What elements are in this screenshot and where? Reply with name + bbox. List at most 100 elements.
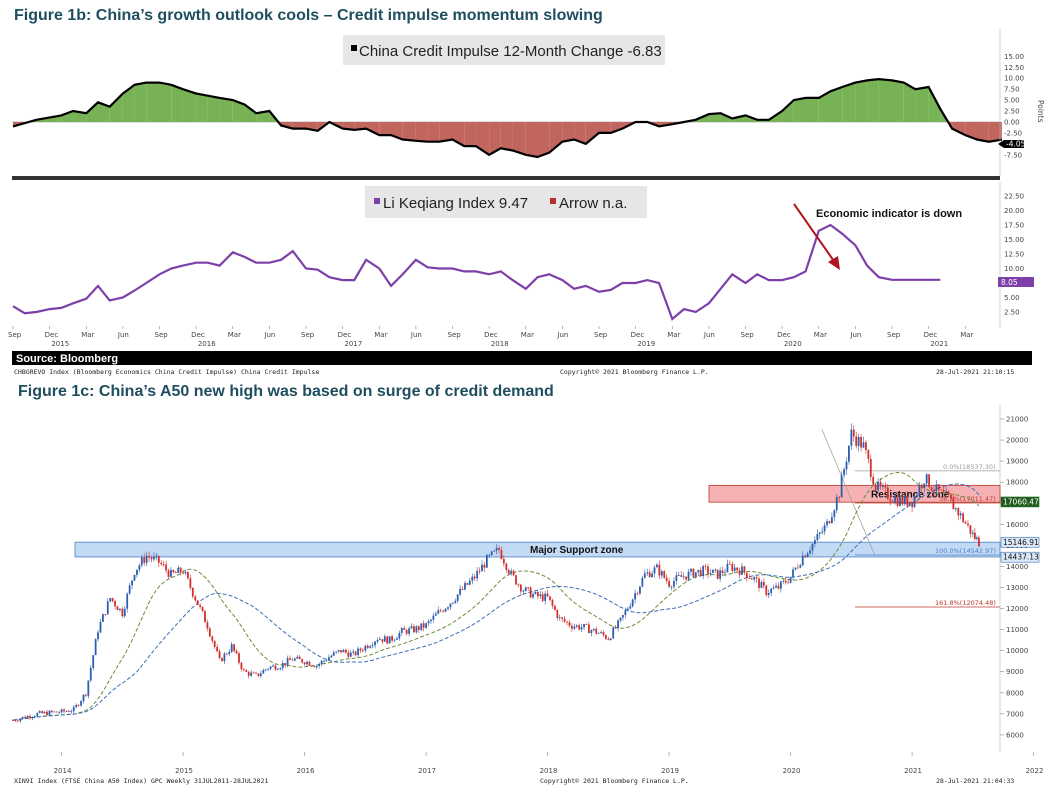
candle-body	[459, 588, 462, 595]
candle-body	[957, 508, 960, 516]
candle-body	[461, 588, 464, 590]
candle-body	[913, 496, 916, 507]
candle-body	[794, 567, 797, 570]
candle-body	[796, 567, 799, 569]
li-keqiang-y-tick: 15.00	[1004, 236, 1024, 244]
candle-body	[464, 583, 466, 590]
candle-body	[335, 651, 338, 653]
candle-body	[903, 495, 906, 505]
li-keqiang-panel: Li Keqiang Index 9.47 Arrow n.a. Economi…	[8, 182, 1034, 348]
candle-body	[967, 523, 969, 526]
li-keqiang-x-tick: Mar	[521, 331, 534, 339]
candle-body	[697, 569, 700, 573]
a50-price-tag	[1000, 551, 1040, 563]
candle-body	[328, 657, 330, 661]
candle-body	[517, 584, 520, 586]
candle-body	[19, 718, 22, 721]
credit-impulse-area-segment	[903, 82, 916, 122]
credit-impulse-area-segment	[61, 111, 74, 122]
credit-impulse-area-segment	[159, 82, 172, 122]
candle-body	[77, 704, 80, 706]
candle-body	[571, 625, 573, 629]
candle-body	[714, 569, 717, 571]
candle-body	[814, 540, 816, 544]
credit-impulse-last-tag-text: -4.05	[1006, 140, 1026, 149]
candle-body	[566, 621, 568, 623]
candle-body	[928, 474, 931, 488]
candle-body	[255, 672, 257, 674]
candle-body	[274, 665, 277, 670]
candle-body	[626, 608, 629, 611]
li-keqiang-x-tick: Jun	[556, 331, 568, 339]
candle-body	[55, 711, 58, 713]
candle-body	[694, 572, 697, 578]
candle-body	[476, 571, 479, 579]
candle-body	[48, 710, 51, 716]
credit-impulse-area-segment	[537, 122, 550, 158]
candle-body	[123, 608, 126, 617]
a50-y-tick: 16000	[1006, 521, 1028, 529]
credit-impulse-area-segment	[549, 122, 563, 153]
candle-body	[855, 436, 858, 446]
arrow-legend: Arrow n.a.	[559, 195, 627, 212]
a50-x-year: 2017	[418, 767, 436, 775]
candle-body	[417, 626, 420, 630]
fibonacci-label: 0.0%(18537.30)	[943, 463, 996, 471]
candle-body	[867, 450, 870, 459]
candle-body	[524, 587, 527, 591]
candle-body	[128, 585, 131, 594]
credit-impulse-area-segment	[475, 122, 490, 155]
candle-body	[12, 720, 14, 721]
candle-body	[362, 650, 364, 652]
candle-body	[636, 593, 639, 595]
a50-y-tick: 19000	[1006, 458, 1028, 466]
candle-body	[427, 621, 430, 624]
candle-body	[36, 712, 39, 717]
candle-body	[721, 570, 724, 573]
candle-body	[451, 602, 454, 604]
li-keqiang-x-tick: Dec	[777, 331, 791, 339]
candle-body	[845, 461, 848, 470]
fibonacci-label: 100.0%(14542.97)	[935, 547, 996, 555]
candle-body	[595, 628, 598, 634]
candle-body	[648, 572, 651, 578]
candle-body	[323, 660, 325, 662]
candle-body	[617, 620, 619, 629]
candle-body	[799, 565, 802, 568]
candle-body	[196, 600, 199, 606]
a50-y-ticks: 2100020000190001800017000160001500014000…	[1000, 416, 1028, 739]
candle-body	[833, 510, 836, 518]
candle-body	[629, 606, 632, 609]
credit-impulse-area-segment	[171, 84, 183, 122]
candle-body	[753, 577, 756, 580]
candle-body	[247, 671, 250, 676]
candle-body	[50, 710, 53, 713]
candle-body	[425, 623, 427, 628]
candle-body	[964, 521, 967, 524]
candle-body	[724, 572, 726, 574]
candle-body	[699, 569, 702, 577]
a50-y-tick: 12000	[1006, 605, 1028, 613]
candle-body	[848, 445, 850, 462]
li-keqiang-x-tick: Dec	[924, 331, 938, 339]
candle-body	[106, 601, 109, 615]
candle-body	[444, 608, 447, 612]
candle-body	[189, 578, 192, 588]
candle-body	[485, 555, 488, 568]
candle-body	[646, 572, 649, 574]
candle-body	[789, 577, 792, 583]
candle-body	[704, 566, 707, 567]
candle-body	[430, 619, 432, 622]
candle-body	[950, 494, 952, 499]
candle-body	[92, 655, 95, 668]
candle-body	[167, 570, 170, 577]
candle-body	[420, 623, 423, 630]
candle-body	[369, 646, 372, 648]
candle-body	[804, 555, 807, 558]
candle-body	[901, 497, 904, 505]
a50-x-year: 2022	[1026, 767, 1044, 775]
candle-body	[230, 644, 233, 652]
arrow-legend-swatch	[550, 198, 556, 204]
candle-body	[622, 615, 624, 618]
candle-body	[488, 554, 491, 556]
